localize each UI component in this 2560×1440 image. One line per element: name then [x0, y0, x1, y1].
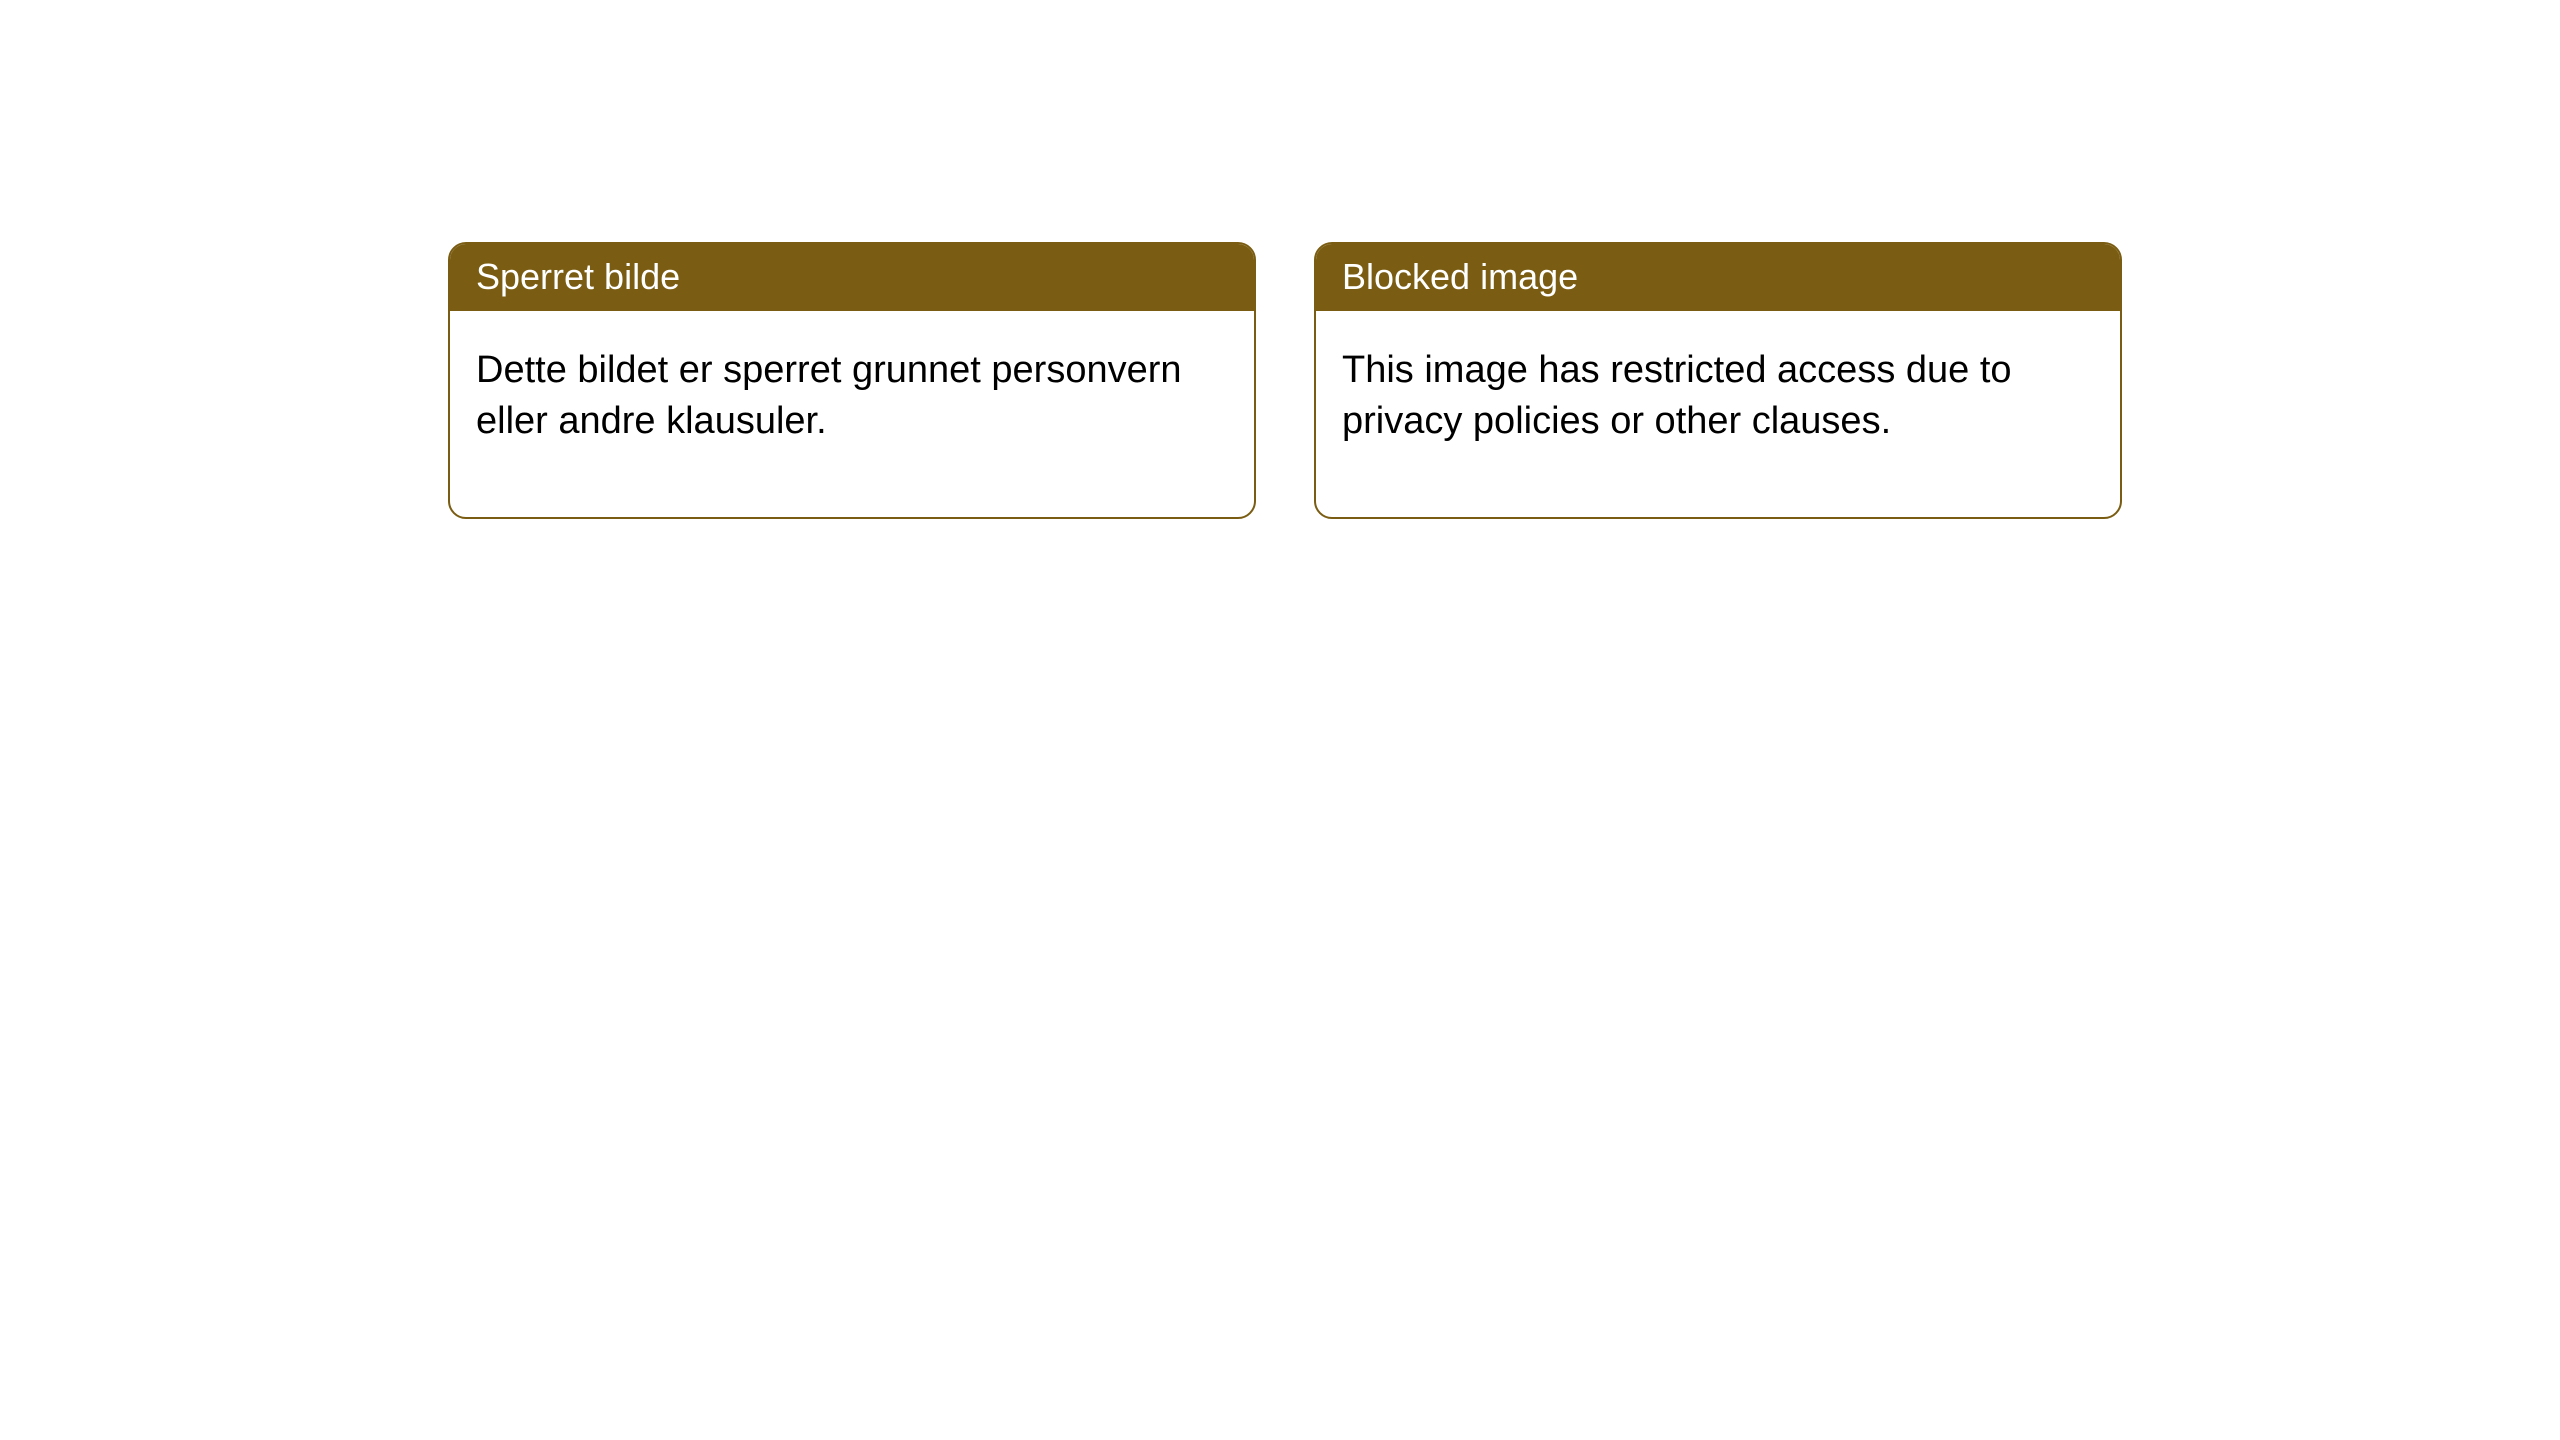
notice-box-english: Blocked image This image has restricted …: [1314, 242, 2122, 519]
notice-box-norwegian: Sperret bilde Dette bildet er sperret gr…: [448, 242, 1256, 519]
notice-header: Blocked image: [1316, 244, 2120, 311]
notice-header: Sperret bilde: [450, 244, 1254, 311]
notice-body: Dette bildet er sperret grunnet personve…: [450, 311, 1254, 518]
notices-container: Sperret bilde Dette bildet er sperret gr…: [448, 242, 2122, 519]
notice-body: This image has restricted access due to …: [1316, 311, 2120, 518]
